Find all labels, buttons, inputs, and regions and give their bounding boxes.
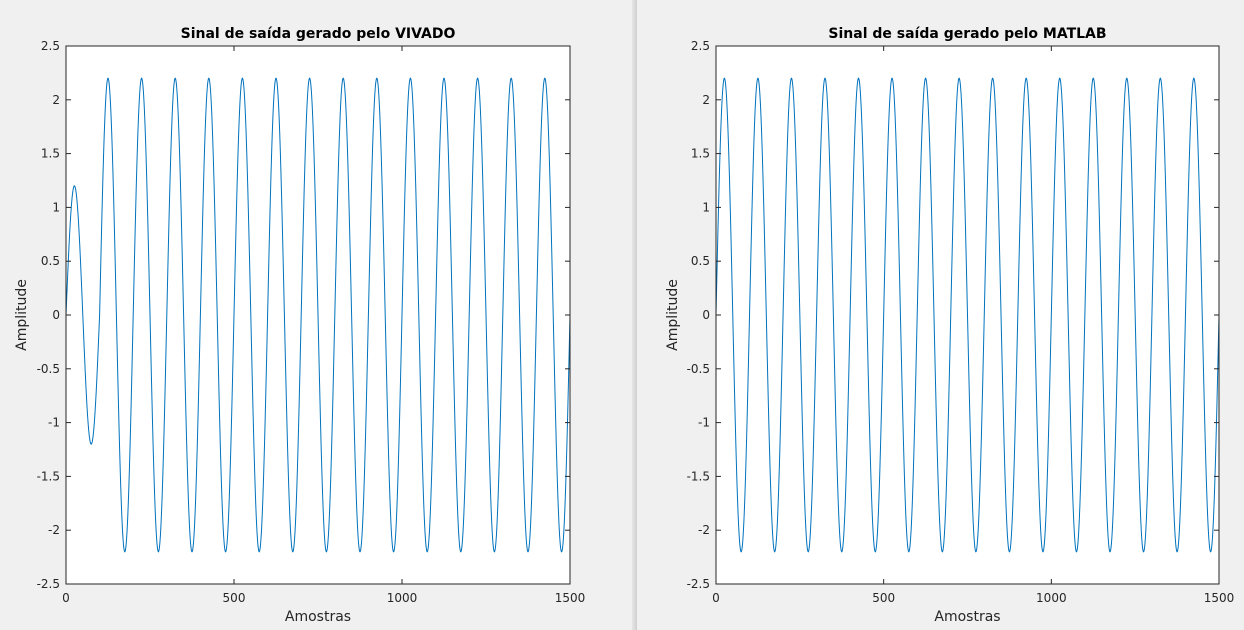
x-tick-label: 500	[872, 591, 895, 605]
chart-title: Sinal de saída gerado pelo VIVADO	[181, 26, 456, 42]
y-tick-label: 2.5	[691, 39, 710, 53]
chart-vivado: -2.5 -2 -1.5 -1 -0.5 0 0.5 1 1.5 2 2.5 0 500 1000 1500…	[14, 26, 586, 625]
y-tick-label: -2.5	[687, 577, 710, 591]
figure-right: -2.5 -2 -1.5 -1 -0.5 0 0.5 1 1.5 2 2.5 0 500 1000 1500…	[637, 0, 1244, 630]
y-tick-label: 2	[702, 93, 710, 107]
y-tick-label: 0.5	[691, 254, 710, 268]
y-tick-label: -1	[698, 416, 710, 430]
x-tick-label: 0	[712, 591, 720, 605]
x-tick-label: 0	[62, 591, 70, 605]
y-tick-label: 1.5	[691, 147, 710, 161]
y-tick-label: -1.5	[37, 469, 60, 483]
y-tick-label: 0	[52, 308, 60, 322]
y-tick-label: -2	[48, 523, 60, 537]
x-axis-label: Amostras	[285, 609, 351, 625]
y-tick-label: 0.5	[41, 254, 60, 268]
figure-divider[interactable]	[632, 0, 637, 630]
y-tick-label: 0	[702, 308, 710, 322]
chart-title: Sinal de saída gerado pelo MATLAB	[828, 26, 1106, 42]
figure-left: -2.5 -2 -1.5 -1 -0.5 0 0.5 1 1.5 2 2.5 0 500 1000 1500…	[0, 0, 632, 630]
chart-matlab: -2.5 -2 -1.5 -1 -0.5 0 0.5 1 1.5 2 2.5 0 500 1000 1500…	[665, 26, 1235, 625]
x-tick-label: 1000	[387, 591, 418, 605]
y-tick-label: 2.5	[41, 39, 60, 53]
y-tick-label: 1	[702, 200, 710, 214]
x-axis-label: Amostras	[934, 609, 1000, 625]
y-tick-label: -2.5	[37, 577, 60, 591]
y-axis-label: Amplitude	[665, 279, 681, 351]
x-tick-label: 1000	[1036, 591, 1067, 605]
y-tick-label: 2	[52, 93, 60, 107]
signal-line	[715, 77, 1220, 553]
x-tick-label: 1500	[555, 591, 586, 605]
x-tick-label: 500	[223, 591, 246, 605]
signal-line	[65, 77, 571, 553]
y-tick-label: 1	[52, 200, 60, 214]
y-tick-label: 1.5	[41, 147, 60, 161]
y-axis-label: Amplitude	[14, 279, 30, 351]
y-tick-label: -0.5	[37, 362, 60, 376]
y-tick-label: -1	[48, 416, 60, 430]
y-tick-label: -0.5	[687, 362, 710, 376]
x-tick-label: 1500	[1204, 591, 1235, 605]
y-tick-label: -2	[698, 523, 710, 537]
y-tick-label: -1.5	[687, 469, 710, 483]
